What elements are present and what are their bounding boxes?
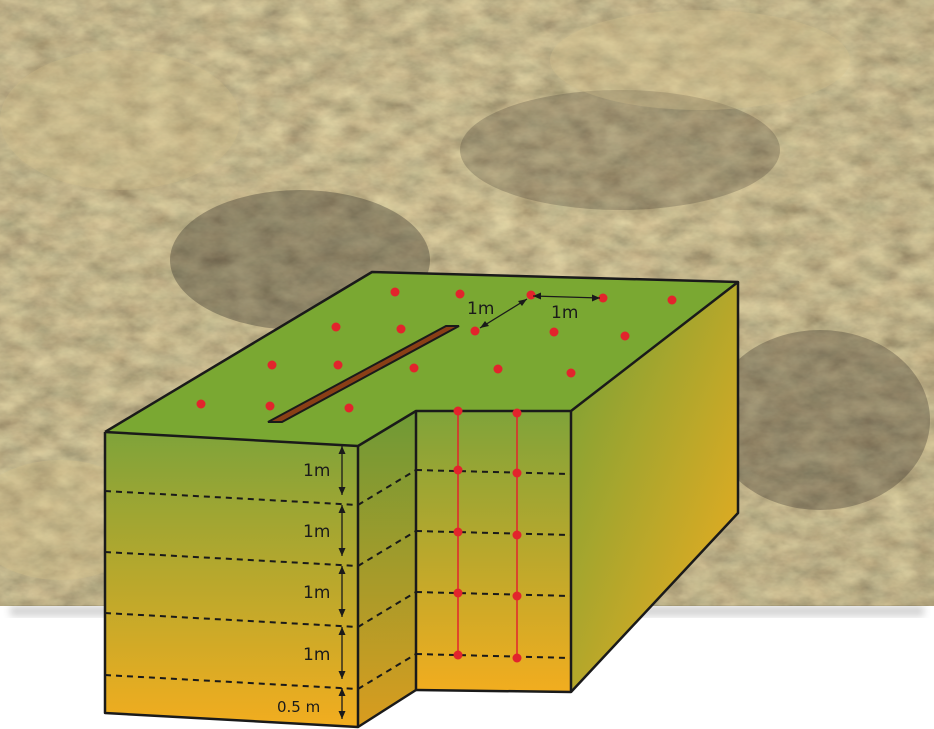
trench — [267, 325, 460, 423]
surface-spacing-arrows — [479, 292, 601, 329]
right-face — [571, 282, 738, 692]
soil-block — [103, 270, 740, 729]
surface-label-horizontal: 1m — [551, 303, 578, 323]
surface-sample-points — [196, 287, 677, 413]
surface-label-diagonal: 1m — [467, 299, 494, 319]
front-face — [105, 432, 358, 727]
notch-side-face — [358, 411, 416, 727]
top-surface — [105, 272, 738, 446]
depth-label-5: 0.5 m — [277, 698, 320, 716]
depth-arrows — [338, 446, 346, 719]
depth-label-2: 1m — [303, 522, 330, 542]
depth-label-1: 1m — [303, 461, 330, 481]
notch-back-face — [416, 411, 571, 692]
depth-sample-points — [453, 406, 522, 663]
depth-label-4: 1m — [303, 645, 330, 665]
depth-label-3: 1m — [303, 583, 330, 603]
